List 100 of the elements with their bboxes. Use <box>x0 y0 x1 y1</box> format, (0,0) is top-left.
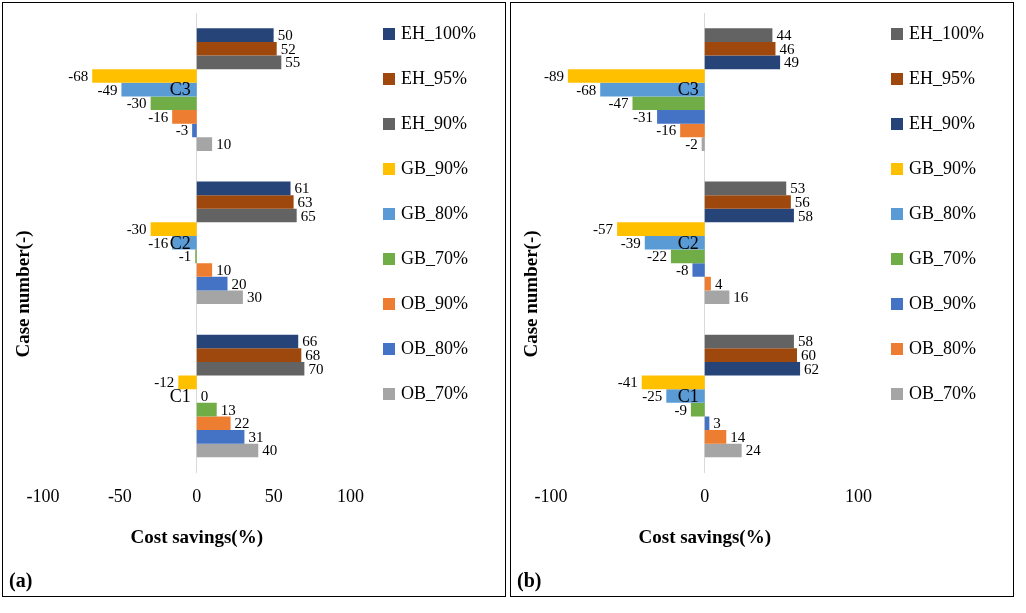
legend-label: EH_90% <box>909 113 975 134</box>
legend-label: OB_90% <box>401 293 468 314</box>
legend-label: OB_80% <box>401 338 468 359</box>
bar <box>196 137 213 151</box>
y-tick-label: C2 <box>677 232 699 253</box>
data-label: 13 <box>220 401 236 418</box>
data-label: -39 <box>620 234 641 251</box>
bar <box>196 276 228 291</box>
bar <box>704 348 797 362</box>
bar <box>704 334 794 349</box>
data-label: -49 <box>97 81 118 98</box>
legend-label: OB_80% <box>909 338 976 359</box>
bar <box>670 249 705 264</box>
x-axis-title: Cost savings(%) <box>130 525 263 548</box>
data-label: 10 <box>216 261 232 278</box>
bar <box>704 41 776 56</box>
data-label: 49 <box>784 54 800 71</box>
data-label: -89 <box>543 67 564 84</box>
x-tick-label: 0 <box>700 486 710 507</box>
bar <box>704 443 742 458</box>
x-tick-label: 100 <box>845 486 872 507</box>
legend-label: EH_100% <box>401 23 476 44</box>
data-label: -30 <box>126 95 147 112</box>
bar <box>150 222 197 236</box>
data-label: -2 <box>685 136 698 153</box>
data-label: 58 <box>797 207 813 224</box>
bar <box>196 443 259 458</box>
data-label: 3 <box>713 415 721 432</box>
x-tick-label: -50 <box>107 486 132 507</box>
data-label: 16 <box>733 289 749 306</box>
data-label: 40 <box>262 442 278 459</box>
bar <box>196 195 294 209</box>
bar <box>704 361 801 376</box>
y-tick-label: C3 <box>169 79 191 100</box>
bar <box>617 222 705 236</box>
data-label: -68 <box>68 67 89 84</box>
bar <box>196 430 245 444</box>
legend-label: EH_100% <box>909 23 984 44</box>
x-tick-label: 0 <box>192 486 202 507</box>
legend-label: OB_70% <box>401 383 468 404</box>
y-tick-label: C3 <box>677 79 699 100</box>
bar <box>196 416 231 431</box>
x-tick-label: -100 <box>534 486 568 507</box>
data-label: -3 <box>175 122 189 139</box>
legend-label: GB_90% <box>401 158 468 179</box>
bar <box>196 55 282 70</box>
data-label: 30 <box>246 289 262 306</box>
data-label: 4 <box>714 275 723 292</box>
bar <box>641 375 705 390</box>
y-axis-title: Case number(-) <box>12 229 34 360</box>
bar <box>178 375 197 390</box>
legend-label: EH_90% <box>401 113 467 134</box>
legend-label: OB_90% <box>909 293 976 314</box>
bar <box>704 208 794 223</box>
x-axis-title: Cost savings(%) <box>638 525 771 548</box>
bar <box>632 96 705 111</box>
bar <box>657 110 705 124</box>
data-label: 66 <box>302 333 318 350</box>
data-label: 65 <box>300 207 316 224</box>
data-label: -1 <box>178 248 192 265</box>
bar <box>704 276 711 291</box>
data-label: -16 <box>656 122 677 139</box>
bar <box>196 28 274 42</box>
bar <box>704 195 791 209</box>
data-label: 22 <box>234 415 250 432</box>
legend-label: GB_80% <box>401 203 468 224</box>
legend-label: GB_90% <box>909 158 976 179</box>
bar <box>172 110 197 124</box>
data-label: -31 <box>633 108 654 125</box>
legend-label: GB_70% <box>909 248 976 269</box>
bar <box>196 41 277 56</box>
y-tick-label: C1 <box>169 385 191 406</box>
bar <box>704 28 773 42</box>
data-label: 58 <box>797 333 813 350</box>
bar <box>704 430 727 444</box>
data-label: 10 <box>216 136 232 153</box>
legend-label: EH_95% <box>909 68 975 89</box>
legend-label: EH_95% <box>401 68 467 89</box>
bar <box>690 402 705 417</box>
data-label: 0 <box>200 387 209 404</box>
data-label: -16 <box>148 234 169 251</box>
bar <box>196 208 297 223</box>
bar <box>196 402 217 417</box>
x-tick-label: 100 <box>337 486 364 507</box>
legend-label: GB_80% <box>909 203 976 224</box>
data-label: 24 <box>745 442 762 459</box>
x-tick-label: 50 <box>264 486 283 507</box>
bar <box>196 290 243 305</box>
bar <box>701 137 705 151</box>
text: (a) <box>9 569 33 592</box>
bar <box>704 55 781 70</box>
bar <box>704 290 730 305</box>
data-label: -16 <box>148 108 169 125</box>
x-tick-label: -100 <box>26 486 60 507</box>
bar <box>680 123 705 138</box>
data-label: -22 <box>646 248 667 265</box>
bar <box>692 263 705 277</box>
data-label: 20 <box>231 275 247 292</box>
data-label: -47 <box>608 95 629 112</box>
data-label: -8 <box>675 261 689 278</box>
